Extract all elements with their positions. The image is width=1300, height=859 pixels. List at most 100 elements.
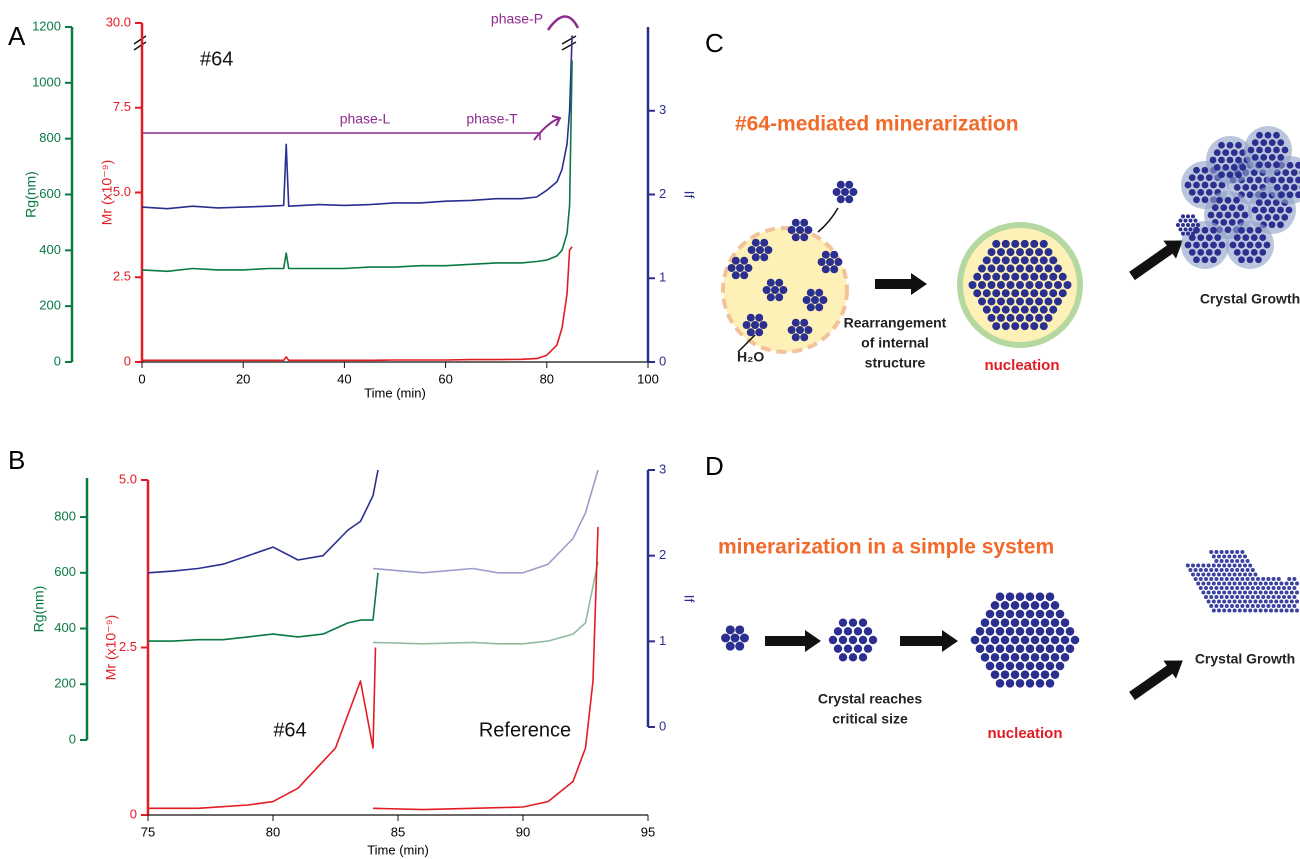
particle [1020,256,1029,265]
particle [1039,239,1048,248]
particle [821,250,830,259]
particle [1230,550,1234,554]
particle [1255,256,1262,264]
particle [1235,156,1242,164]
particle [1228,218,1236,226]
particle [1230,604,1234,608]
particle [1065,627,1075,636]
particle [1205,174,1213,182]
particle [1237,608,1242,613]
data-line [147,469,379,574]
particle [1188,227,1193,232]
particle [1233,183,1241,191]
particle [1005,627,1015,636]
particle [1286,191,1294,199]
particle [1193,181,1200,189]
particle [1188,234,1196,242]
particle [1268,221,1276,229]
particle [1178,227,1183,232]
particle [1227,563,1232,568]
particle [1281,146,1289,154]
particle [1295,176,1300,184]
y-tick-label: 5.0 [119,471,137,486]
particle [1295,581,1299,586]
y-tick-label: 800 [54,508,76,523]
particle [800,318,809,327]
data-line [372,561,599,645]
particle [1188,248,1196,256]
particle [1188,174,1196,182]
particle [1030,272,1039,281]
particle [1217,608,1221,613]
particle [1211,554,1216,559]
particle [751,253,760,262]
particle [992,289,1001,298]
y-tick-label: 600 [39,186,61,201]
particle [1268,206,1276,214]
y-tick-label: 1200 [32,18,61,33]
y-tick-label: 400 [39,242,61,257]
particle [1218,156,1225,164]
particle [1204,568,1208,572]
particle [997,281,1005,289]
particle [1217,590,1221,595]
particle [992,305,1001,314]
particle [1264,131,1272,139]
particle [1065,644,1075,653]
y-axis-title: Mr (x10⁻⁹) [103,615,119,681]
particle [1214,248,1222,256]
particle [1295,191,1300,199]
x-tick-label: 100 [637,371,659,386]
particle [990,670,1000,679]
particle [1206,563,1211,568]
particle [1245,586,1250,590]
particle [1289,608,1294,613]
particle [1271,604,1276,608]
particle [1045,644,1055,653]
particle [1055,644,1065,653]
particle [1235,550,1240,554]
particle [1279,590,1284,595]
particle [806,288,815,297]
particle [1241,211,1249,219]
particle [1178,218,1183,223]
particle [1016,313,1024,322]
particle [1030,322,1039,331]
particle [1235,559,1240,563]
particle [1025,297,1034,306]
particle [1250,234,1258,242]
particle [1217,581,1221,586]
particle [1020,670,1030,679]
particle [1261,586,1266,590]
particle [1240,604,1245,608]
particle [1186,214,1190,219]
particle [1232,554,1237,559]
data-line [372,469,599,574]
y-tick-label: 1 [659,633,666,648]
particle [755,328,764,337]
panel-label: C [705,28,724,58]
particle [853,627,863,636]
particle [1235,171,1242,179]
particle [1001,272,1010,281]
particle [1206,581,1211,586]
particle [1292,595,1297,599]
particle [1005,679,1015,688]
particle [1010,653,1020,662]
particle [1196,223,1200,227]
particle [997,264,1005,273]
particle [1289,581,1294,586]
particle [1219,559,1224,563]
particle [1250,577,1255,581]
particle [833,644,843,653]
particle [1000,653,1010,662]
particle [1224,568,1229,572]
particle [735,641,745,651]
particle [1209,595,1214,599]
particle [1282,595,1286,599]
particle [1256,146,1263,154]
particle [1193,568,1198,572]
y-tick-label: 2 [659,547,666,562]
panel-label: D [705,451,724,481]
